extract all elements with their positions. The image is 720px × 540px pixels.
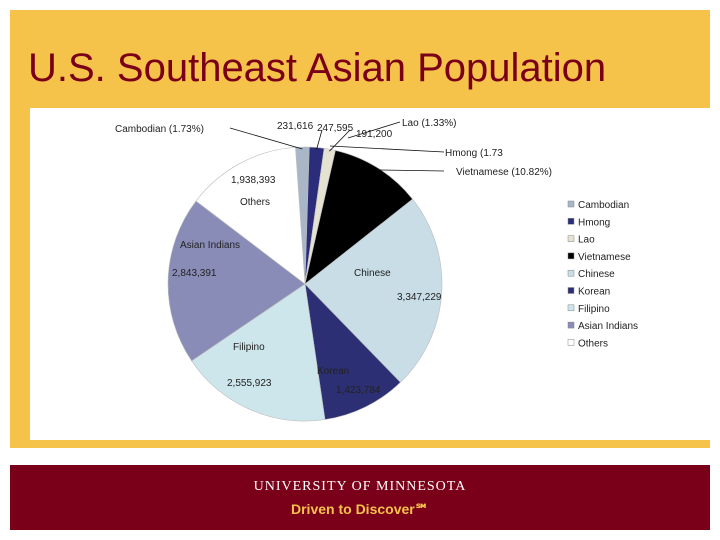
leader-line-lao [347,121,401,139]
slice-name-label-asian-indians: Asian Indians [180,240,240,251]
leader-lines [229,121,445,172]
leader-line-cambodian [229,127,303,150]
legend-swatch-lao [567,235,575,242]
slice-value-label-lao: 191,200 [356,129,393,140]
legend-label-cambodian: Cambodian [578,200,629,211]
pie-slice-asian-indians [167,200,306,362]
pie-slice-korean [304,283,401,420]
legend-label-filipino: Filipino [578,304,610,315]
legend-swatch-chinese [567,269,575,277]
slice-name-label-filipino: Filipino [233,342,265,353]
legend-label-korean: Korean [578,287,610,298]
university-wordmark: UNIVERSITY OF MINNESOTA [253,479,467,494]
legend-swatch-asian-indians [567,321,575,329]
legend-label-hmong: Hmong [578,217,610,228]
pie-chart: Cambodian (1.73%) 231,616 Hmong (1.73 247,5… [115,118,638,422]
legend-label-lao: Lao [578,235,595,246]
legend-swatch-korean [567,287,575,294]
slice-value-label-chinese: 3,347,229 [397,292,442,303]
slice-value-label-korean: 1,423,784 [336,385,381,396]
legend-swatch-vietnamese [567,252,575,260]
legend-swatch-others [567,339,575,346]
pie-slice-vietnamese [304,150,414,285]
legend-swatch-filipino [567,304,575,312]
slide-title: U.S. Southeast Asian Population [28,46,607,90]
slice-name-label-cambodian: Cambodian (1.73%) [115,124,204,135]
pie-slice-filipino [191,283,326,422]
legend-label-chinese: Chinese [578,269,615,280]
slice-value-label-hmong: 247,595 [317,123,354,134]
slice-name-label-hmong: Hmong (1.73 [445,148,503,159]
leader-line-hmong [316,129,323,150]
slice-name-label-vietnamese: Vietnamese (10.82%) [456,167,552,178]
legend-swatch-hmong [567,218,575,225]
leader-line-lao [329,129,351,152]
title-band: U.S. Southeast Asian Population [10,10,710,110]
legend-label-vietnamese: Vietnamese [578,252,631,263]
pie-slice-others [195,147,306,285]
slice-name-label-chinese: Chinese [354,268,391,279]
slice-value-label-others: 1,938,393 [231,175,276,186]
slice-value-label-asian-indians: 2,843,391 [172,268,217,279]
slice-labels: Cambodian (1.73%) 231,616 Hmong (1.73 247,5… [115,118,552,396]
pie-slices [167,146,443,422]
legend-label-others: Others [578,338,608,349]
leader-line-vietnamese [377,169,445,172]
chart-legend: Cambodian Hmong Lao Vietnamese Chinese Korean… [567,200,638,349]
slice-value-label-filipino: 2,555,923 [227,378,272,389]
footer-bar: UNIVERSITY OF MINNESOTA Driven to Discov… [10,465,710,530]
slice-name-label-others: Others [240,197,270,208]
leader-line-hmong [329,145,445,153]
slice-name-label-lao: Lao (1.33%) [402,118,456,129]
legend-swatch-cambodian [567,200,575,208]
legend-label-asian-indians: Asian Indians [578,321,638,332]
tagline: Driven to Discover℠ [291,501,429,517]
slice-name-label-korean: Korean [317,366,349,377]
slice-value-label-cambodian: 231,616 [277,121,314,132]
pie-slice-chinese [304,198,443,383]
